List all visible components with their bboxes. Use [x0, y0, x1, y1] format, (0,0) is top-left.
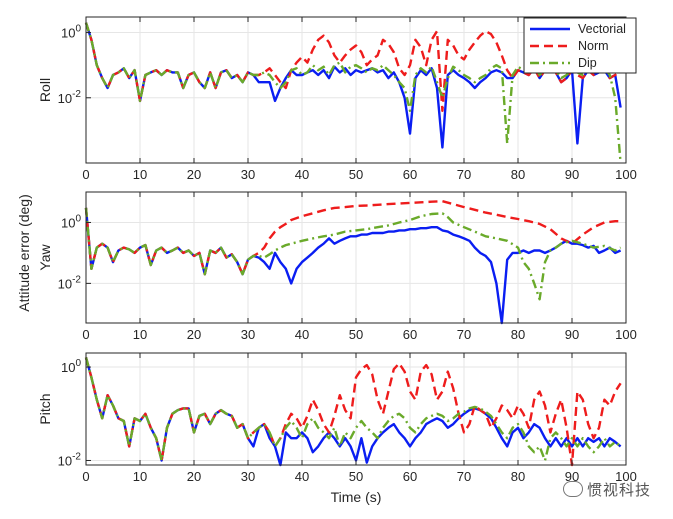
shared-y-axis-label: Attitude error (deg) — [16, 194, 32, 312]
x-tick-label: 40 — [295, 469, 309, 484]
x-tick-label: 70 — [457, 327, 471, 342]
x-axis-label: Time (s) — [331, 489, 382, 505]
x-tick-label: 90 — [565, 167, 579, 182]
x-tick-label: 80 — [511, 167, 525, 182]
x-tick-label: 10 — [133, 167, 147, 182]
x-tick-label: 70 — [457, 469, 471, 484]
subplot-pitch: 0 10 20 30 40 50 60 70 80 90 100 100 10-2 Pitch — [37, 352, 637, 484]
x-tick-label: 100 — [615, 167, 637, 182]
x-tick-label: 90 — [565, 327, 579, 342]
x-tick-label: 40 — [295, 167, 309, 182]
y-tick-label: 10-2 — [58, 89, 82, 106]
series-dip-line — [84, 207, 622, 301]
series-norm-line — [84, 200, 621, 276]
x-tick-label: 30 — [241, 469, 255, 484]
series-dip-line — [84, 22, 622, 164]
x-tick-label: 90 — [565, 469, 579, 484]
x-tick-label: 80 — [511, 469, 525, 484]
x-tick-label: 60 — [403, 469, 417, 484]
x-tick-label: 80 — [511, 327, 525, 342]
watermark-text: 惯视科技 — [587, 481, 652, 499]
legend-label-dip: Dip — [578, 56, 597, 70]
legend: Vectorial Norm Dip — [523, 17, 637, 74]
x-tick-label: 100 — [615, 327, 637, 342]
y-axis-label-pitch: Pitch — [37, 393, 53, 424]
series-dip-line — [84, 357, 622, 462]
x-tick-label: 50 — [349, 167, 363, 182]
legend-box — [523, 17, 637, 74]
x-tick-label: 60 — [403, 167, 417, 182]
x-tick-label: 0 — [82, 327, 89, 342]
y-tick-label: 100 — [61, 358, 81, 375]
chat-bubble-icon — [563, 481, 583, 497]
x-tick-label: 100 — [615, 469, 637, 484]
subplot-yaw: 0 10 20 30 40 50 60 70 80 90 100 100 10-2 Yaw — [37, 191, 637, 342]
x-tick-label: 0 — [82, 167, 89, 182]
x-tick-label: 20 — [187, 469, 201, 484]
legend-label-norm: Norm — [578, 39, 609, 53]
x-tick-label: 70 — [457, 167, 471, 182]
x-tick-label: 50 — [349, 327, 363, 342]
y-axis-label-roll: Roll — [37, 78, 53, 102]
y-tick-label: 10-2 — [58, 274, 82, 291]
legend-label-vectorial: Vectorial — [578, 22, 626, 36]
x-tick-label: 30 — [241, 327, 255, 342]
x-tick-label: 10 — [133, 469, 147, 484]
watermark: 惯视科技 — [563, 479, 651, 500]
y-tick-label: 100 — [61, 213, 81, 230]
x-tick-label: 30 — [241, 167, 255, 182]
y-axis-label-yaw: Yaw — [37, 244, 53, 271]
x-tick-label: 0 — [82, 469, 89, 484]
y-tick-label: 10-2 — [58, 451, 82, 468]
x-tick-label: 20 — [187, 167, 201, 182]
x-tick-label: 20 — [187, 327, 201, 342]
x-tick-label: 10 — [133, 327, 147, 342]
x-tick-label: 40 — [295, 327, 309, 342]
x-tick-label: 60 — [403, 327, 417, 342]
y-tick-label: 100 — [61, 24, 81, 41]
x-tick-label: 50 — [349, 469, 363, 484]
